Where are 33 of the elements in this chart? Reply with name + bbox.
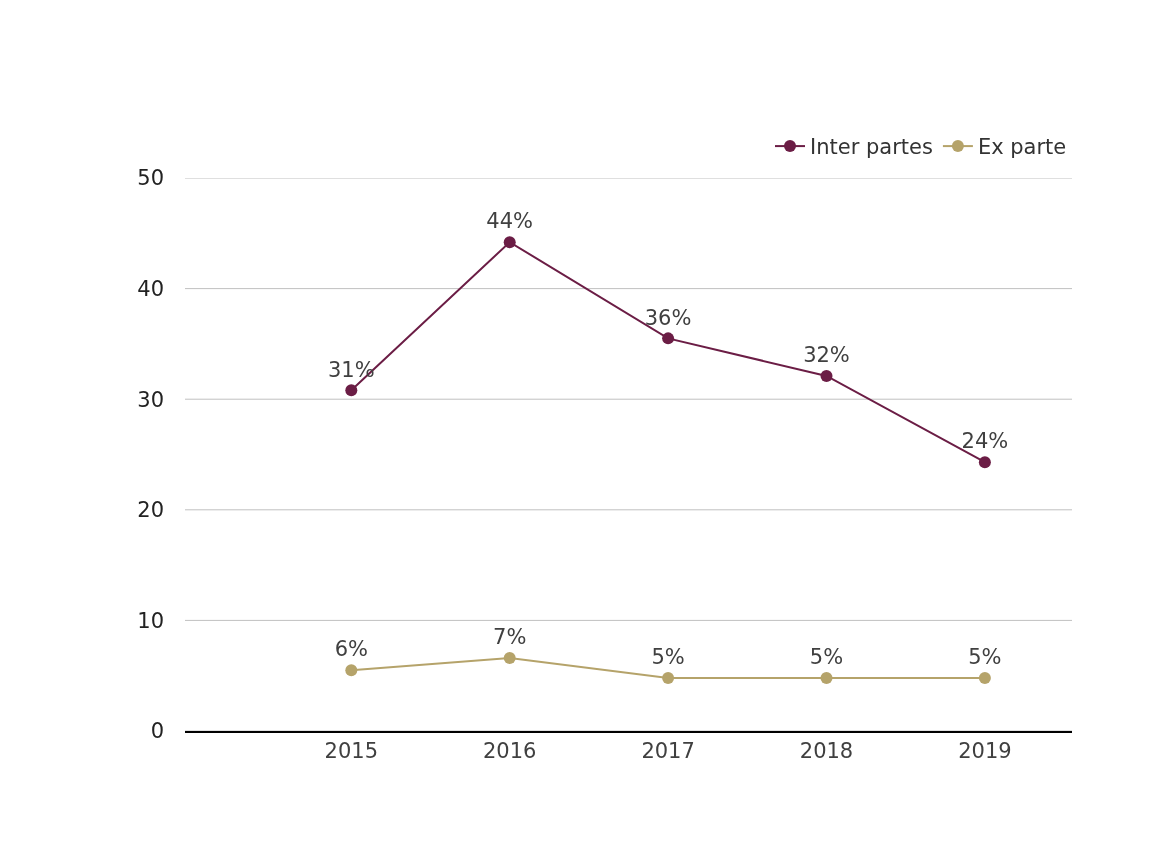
point xyxy=(662,671,675,684)
data-label: 7% xyxy=(493,625,527,650)
data-label: 36% xyxy=(644,305,692,330)
x-tick-label: 2019 xyxy=(958,739,1012,764)
y-tick-label: 30 xyxy=(137,387,164,412)
x-tick-label: 2015 xyxy=(324,739,379,764)
y-tick-label: 20 xyxy=(137,498,164,523)
y-tick-label: 0 xyxy=(150,719,164,744)
y-tick-label: 40 xyxy=(137,276,164,301)
data-label: 5% xyxy=(809,645,844,670)
point xyxy=(345,384,358,397)
point xyxy=(978,671,991,684)
point xyxy=(503,652,516,664)
data-label: 31% xyxy=(327,357,375,382)
legend-label: Inter partes xyxy=(810,135,933,160)
data-label: 24% xyxy=(961,429,1009,454)
x-tick-label: 2016 xyxy=(482,739,537,764)
data-label: 44% xyxy=(486,209,534,234)
point xyxy=(503,236,516,249)
point xyxy=(820,671,833,684)
point xyxy=(978,456,991,469)
data-label: 5% xyxy=(651,645,685,670)
y-tick-label: 10 xyxy=(137,608,164,633)
data-label: 6% xyxy=(334,637,368,662)
point xyxy=(662,332,675,345)
y-tick-label: 50 xyxy=(137,166,164,191)
x-tick-label: 2017 xyxy=(641,739,695,764)
legend-label: Ex parte xyxy=(977,135,1067,160)
data-label: 32% xyxy=(803,343,850,368)
x-tick-label: 2018 xyxy=(799,739,854,764)
point xyxy=(820,369,833,382)
point xyxy=(345,664,358,677)
data-label: 5% xyxy=(968,645,1002,670)
